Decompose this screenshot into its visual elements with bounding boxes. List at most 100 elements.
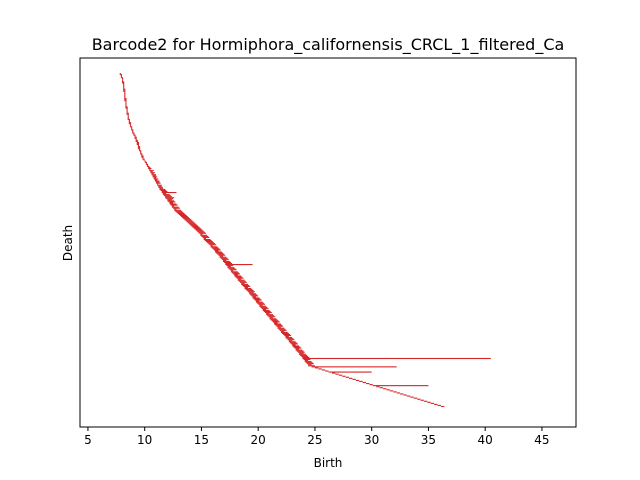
barcode-bar — [125, 103, 127, 105]
barcode-bar — [157, 184, 162, 186]
plot-frame — [79, 57, 577, 428]
barcode-bar — [303, 358, 311, 361]
barcode-bar — [262, 308, 267, 311]
barcode-bar — [285, 336, 289, 338]
barcode-bar — [150, 171, 153, 173]
barcode-bar — [161, 191, 177, 194]
barcode-bar — [179, 214, 187, 217]
barcode-bar — [400, 393, 404, 395]
barcode-bar — [210, 245, 213, 247]
barcode-bar — [195, 229, 203, 231]
barcode-bar — [186, 221, 194, 223]
barcode-bar — [174, 209, 182, 211]
barcode-bar — [132, 132, 135, 134]
barcode-bar — [272, 321, 280, 323]
barcode-bar — [302, 356, 310, 359]
barcode-bar — [181, 215, 188, 218]
barcode-bar — [227, 267, 235, 269]
barcode-bar — [146, 164, 149, 166]
barcode-bar — [434, 403, 438, 405]
barcode-bar — [120, 77, 124, 79]
barcode-bar — [185, 220, 193, 222]
barcode-bar — [437, 404, 441, 407]
barcode-bar — [280, 330, 285, 332]
barcode-bar — [188, 223, 196, 225]
barcode-bar — [121, 82, 125, 84]
barcode-bar — [242, 284, 250, 286]
barcode-bar — [141, 154, 143, 156]
barcode-bar — [126, 113, 129, 115]
barcode-bar — [236, 277, 244, 279]
barcode-bar — [129, 124, 132, 126]
x-tick-label: 30 — [364, 433, 379, 447]
barcode-bar — [265, 312, 272, 314]
barcode-bar — [249, 293, 256, 295]
barcode-bar — [255, 300, 260, 302]
barcode-bar — [146, 165, 150, 168]
barcode-bar — [299, 352, 304, 354]
barcode-bar — [291, 343, 298, 345]
barcode-bar — [379, 387, 384, 389]
barcode-bar — [204, 240, 212, 242]
barcode-bar — [308, 365, 315, 367]
barcode-bar — [128, 121, 130, 123]
barcode-bar — [301, 355, 309, 357]
barcode-bar — [159, 187, 163, 189]
barcode-bar — [211, 247, 219, 249]
barcode-bar — [126, 109, 128, 111]
x-tick-label: 45 — [534, 433, 549, 447]
barcode-bar — [311, 366, 397, 368]
barcode-bar — [166, 198, 174, 200]
barcode-bar — [221, 258, 229, 260]
barcode-bar — [278, 328, 286, 330]
barcode-bar — [258, 303, 266, 305]
barcode-bar — [121, 81, 125, 83]
barcode-bar — [345, 376, 349, 378]
barcode-bar — [124, 95, 126, 98]
barcode-bar — [178, 213, 186, 216]
barcode-bar — [269, 317, 273, 319]
barcode-bar — [141, 156, 144, 158]
barcode-bar — [137, 146, 141, 148]
barcode-bar — [240, 281, 247, 283]
barcode-bar — [215, 251, 222, 253]
barcode-bar — [369, 384, 373, 386]
barcode-bar — [261, 307, 269, 309]
barcode-bar — [359, 380, 363, 383]
barcode-bar — [136, 142, 140, 145]
barcode-bar — [325, 370, 329, 372]
barcode-bar — [250, 294, 258, 296]
barcode-bar — [190, 224, 197, 226]
barcode-bar — [196, 230, 204, 232]
barcode-bar — [292, 345, 300, 347]
barcode-bar — [137, 148, 141, 150]
barcode-bar — [125, 107, 128, 109]
barcode-bar — [154, 180, 160, 182]
barcode-bar — [289, 342, 297, 344]
barcode-bar — [139, 150, 142, 152]
barcode-bar — [213, 249, 221, 251]
barcode-bar — [280, 331, 288, 333]
x-tick-label: 10 — [137, 433, 152, 447]
barcode-bar — [121, 79, 124, 81]
barcode-bar — [283, 333, 290, 336]
barcode-bar — [124, 92, 126, 94]
barcode-bar — [156, 182, 161, 184]
barcode-bar — [152, 175, 157, 177]
barcode-bar — [127, 114, 129, 116]
barcode-bar — [134, 136, 137, 138]
barcode-bar — [228, 268, 236, 270]
x-tick-label: 5 — [84, 433, 92, 447]
barcode-bar — [208, 243, 216, 245]
barcode-bar — [314, 367, 319, 369]
barcode-bar — [134, 137, 137, 139]
barcode-bar — [252, 297, 260, 299]
barcode-bar — [124, 97, 126, 99]
barcode-bar — [225, 262, 233, 265]
barcode-bar — [286, 338, 294, 340]
barcode-bar — [119, 74, 122, 76]
barcode-bar — [202, 236, 210, 238]
barcode-bar — [270, 319, 278, 321]
barcode-bar — [121, 80, 124, 82]
